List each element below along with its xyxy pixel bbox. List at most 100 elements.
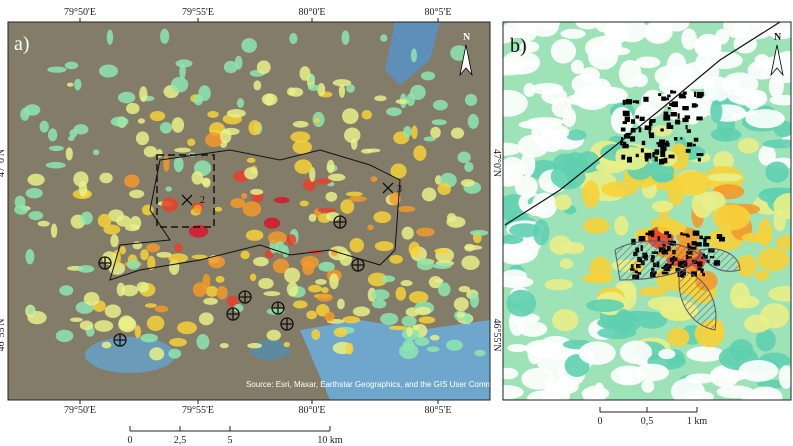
built-up [622, 99, 626, 105]
heat-blob [550, 38, 576, 64]
heat-blob [641, 379, 655, 393]
heat-blob [124, 174, 140, 188]
heat-blob [610, 365, 647, 386]
heat-blob [207, 111, 219, 118]
built-up [670, 90, 677, 94]
heat-blob [159, 121, 173, 134]
scale-bar-a [129, 426, 331, 432]
heat-blob [371, 289, 390, 301]
heat-blob [256, 60, 271, 75]
heat-blob [706, 51, 743, 70]
heat-blob [703, 76, 732, 102]
scale-label: 5 [228, 435, 233, 446]
heat-blob [643, 22, 673, 44]
built-up [621, 154, 626, 160]
heat-blob [658, 348, 676, 360]
built-up [660, 151, 666, 157]
heat-blob [707, 173, 743, 182]
heat-blob [428, 276, 443, 289]
built-up [696, 153, 704, 156]
site-symbol [352, 259, 364, 271]
heat-blob [344, 127, 361, 144]
heat-blob [192, 282, 207, 297]
heat-blob [361, 109, 373, 120]
heat-blob [286, 281, 299, 297]
built-up [684, 115, 691, 119]
built-up [643, 96, 649, 102]
heat-blob [595, 161, 627, 174]
built-up [685, 125, 688, 130]
heat-blob [292, 120, 309, 128]
built-up [703, 237, 707, 244]
heat-blob [572, 87, 601, 109]
heat-blob [418, 316, 436, 324]
heat-blob [712, 204, 751, 231]
heat-blob [244, 167, 258, 180]
heat-blob [258, 278, 274, 289]
heat-blob [559, 258, 574, 269]
heat-blob [666, 327, 690, 347]
heat-blob [325, 191, 338, 202]
heat-blob [234, 55, 243, 70]
heat-blob [416, 227, 435, 237]
heat-blob [136, 281, 149, 293]
heat-blob [506, 289, 537, 317]
built-up [638, 127, 642, 133]
heat-blob [325, 211, 340, 222]
heat-blob [765, 161, 789, 183]
heat-blob [367, 272, 388, 287]
coord-label: 46°55'N [0, 318, 7, 351]
heat-blob [671, 378, 705, 400]
heat-blob [758, 145, 776, 166]
heat-blob [196, 334, 210, 350]
heat-blob [745, 109, 785, 129]
built-up [667, 94, 671, 98]
heat-blob [302, 260, 315, 276]
built-up [658, 158, 665, 165]
built-up [699, 235, 703, 240]
heat-blob [437, 282, 451, 297]
heat-blob [99, 64, 119, 78]
heat-blob [380, 275, 396, 283]
heat-blob [647, 296, 687, 312]
built-up [677, 113, 680, 119]
built-up [620, 127, 626, 132]
heat-blob [179, 63, 186, 79]
heat-blob [585, 299, 625, 312]
heat-blob [352, 306, 371, 317]
heat-blob [203, 297, 218, 305]
heat-blob [575, 22, 600, 30]
heat-blob [129, 189, 145, 199]
heat-blob [299, 200, 309, 207]
heat-blob [581, 386, 610, 400]
heat-blob [14, 204, 29, 215]
heat-blob [341, 30, 350, 45]
heat-blob [28, 211, 44, 221]
built-up [644, 125, 652, 130]
heat-blob [403, 126, 412, 138]
heat-blob [741, 232, 771, 243]
heat-blob [205, 132, 223, 148]
built-up [660, 146, 667, 152]
built-up [635, 115, 639, 119]
built-up [663, 114, 671, 121]
heat-blob [132, 241, 143, 250]
heat-blob [460, 179, 475, 187]
site-symbol [227, 308, 239, 320]
heat-blob [693, 35, 722, 58]
heat-blob [309, 166, 316, 182]
heat-blob [529, 22, 560, 38]
built-up [664, 231, 670, 235]
heat-blob [326, 159, 335, 174]
heat-blob [578, 341, 616, 365]
site-symbol [281, 318, 293, 330]
heat-blob [78, 180, 88, 197]
built-up [696, 91, 704, 97]
heat-blob [663, 22, 690, 32]
heat-blob [292, 140, 312, 155]
panel-label: b) [510, 35, 527, 57]
heat-blob [247, 342, 263, 349]
heat-blob [390, 163, 407, 179]
built-up [665, 140, 669, 145]
heat-blob [236, 98, 245, 108]
